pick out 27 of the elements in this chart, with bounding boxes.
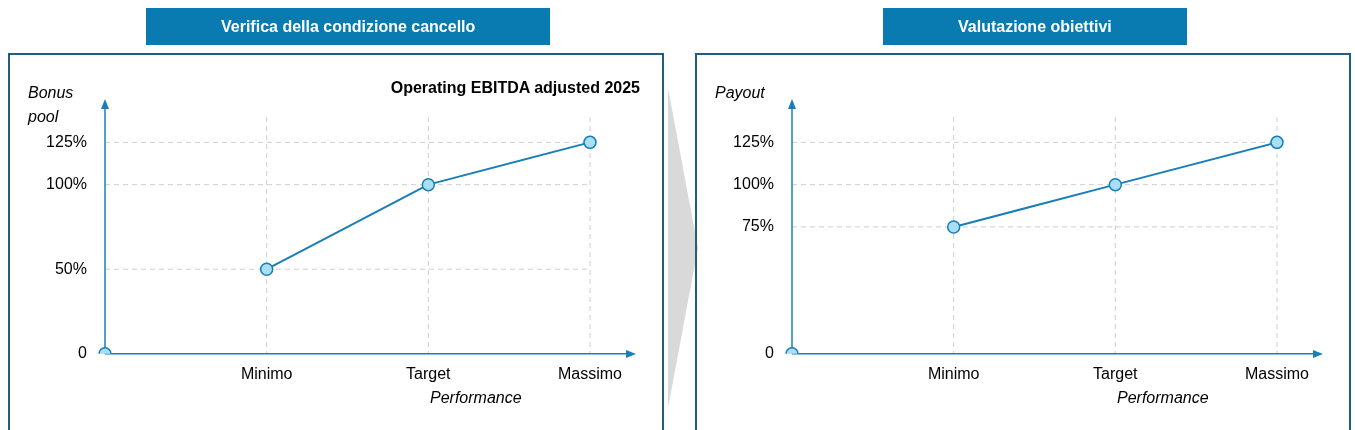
y-axis-title: Payout [715,83,766,103]
chart-subtitle: Operating EBITDA adjusted 2025 [390,79,640,97]
x-tick-label: Minimo [240,364,293,382]
y-tick-label: 100% [46,175,87,193]
point [583,135,597,150]
point [421,177,436,192]
x-tick-label: Massimo [557,364,623,382]
x-tick-label: Target [1093,364,1139,382]
x-tick-label: Target [406,364,452,382]
y-tick-label: 0 [78,344,88,362]
y-tick-label: 50% [54,259,87,277]
chart-title: Verifica della condizione cancello [146,8,551,45]
y-axis-title: Bonus pool [28,83,75,127]
y-tick-label: 125% [733,132,774,150]
y-tick-label: 125% [46,132,87,150]
point [1270,135,1284,150]
x-axis-title: Performance [430,389,522,407]
x-tick-label: Minimo [927,364,980,382]
y-tick-label: 75% [741,217,774,235]
y-tick-label: 100% [733,175,774,193]
chart-title: Valutazione obiettivi [883,8,1187,45]
point [946,220,961,234]
point [259,262,274,276]
x-axis-title: Performance [1117,389,1209,407]
x-tick-label: Massimo [1244,364,1310,382]
point [1108,177,1123,192]
y-tick-label: 0 [765,344,775,362]
